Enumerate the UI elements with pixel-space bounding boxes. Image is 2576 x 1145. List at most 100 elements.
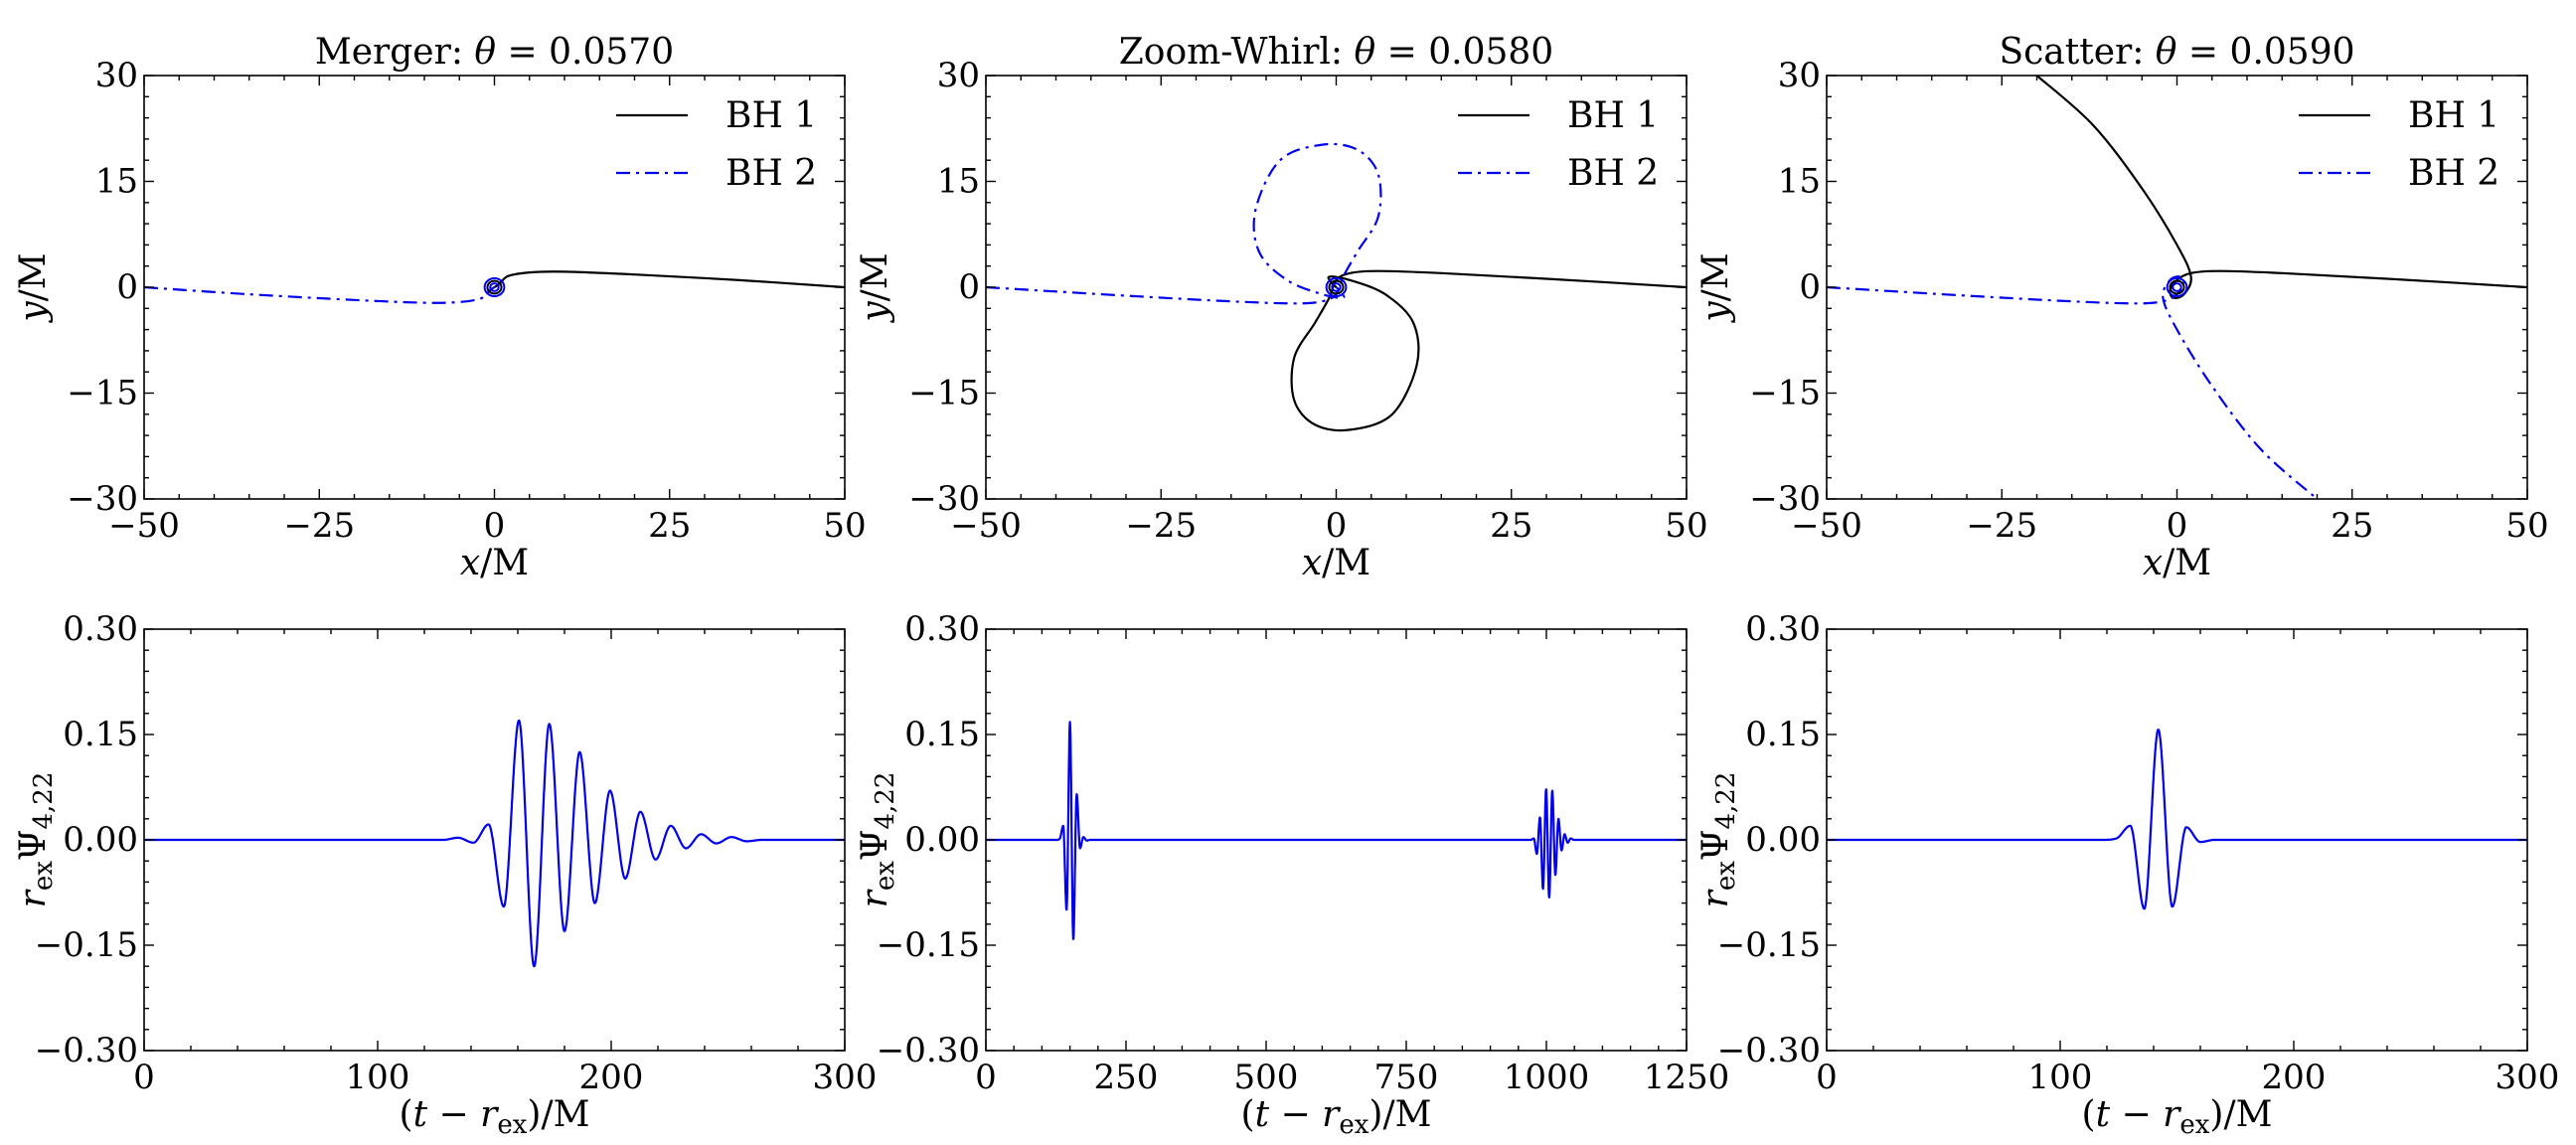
x-tick-label: 50 (1665, 506, 1707, 546)
x-tick-label: 300 (813, 1058, 878, 1097)
panel-bottom-left: 0 100 200 300 −0.30 −0.15 0.00 0.15 0.30 (t − rex… (13, 609, 877, 1140)
x-tick-label: 25 (2331, 506, 2373, 546)
y-axis-label: rexΨ4,22 (1695, 772, 1741, 908)
tick-marks (985, 628, 1688, 1052)
x-axis-label: x/M (1302, 543, 1370, 583)
y-tick-label: −0.30 (877, 1031, 980, 1070)
y-tick-label: 30 (95, 56, 138, 95)
panel-top-right: −50 −25 0 25 50 −30 −15 0 15 30 x/M y/M Scatter: θ =… (1695, 32, 2549, 583)
legend: BH 1 BH 2 (2299, 95, 2499, 194)
y-tick-label: 0.30 (1745, 609, 1821, 649)
panel-title: Zoom-Whirl: θ = 0.0580 (1119, 32, 1553, 73)
inspiral-loop (483, 277, 506, 297)
y-tick-label: 0 (958, 267, 980, 307)
plot-area (1827, 76, 2527, 499)
x-tick-label: 250 (1094, 1058, 1159, 1097)
y-tick-label: 0 (116, 267, 138, 307)
tick-marks (1826, 628, 2528, 1052)
y-tick-label: −30 (908, 479, 980, 519)
y-tick-label: 0.30 (904, 609, 980, 649)
y-axis-label: rexΨ4,22 (855, 772, 900, 908)
x-tick-label: −25 (1966, 506, 2037, 546)
panel-top-left: −50 −25 0 25 50 −30 −15 0 15 30 x/M y/M Merger: θ = … (13, 32, 867, 583)
y-tick-label: −0.15 (1717, 925, 1821, 965)
panel-bottom-right: 0 100 200 300 −0.30 −0.15 0.00 0.15 0.30 (t − rex… (1695, 609, 2559, 1140)
x-tick-label: −25 (1125, 506, 1197, 546)
y-tick-label: 0.30 (63, 609, 138, 649)
inspiral-loop (1328, 279, 1345, 295)
x-tick-label: 0 (133, 1058, 155, 1097)
y-axis-label: y/M (1695, 252, 1736, 323)
x-tick-label: 100 (346, 1058, 410, 1097)
y-tick-label: −15 (908, 374, 980, 413)
inspiral-loop (486, 279, 503, 295)
y-tick-label: −15 (1749, 374, 1821, 413)
legend-label-bh-1: BH 1 (2408, 95, 2499, 136)
x-tick-label: 25 (1490, 506, 1532, 546)
x-tick-label: 0 (1816, 1058, 1838, 1097)
y-tick-label: −30 (67, 479, 138, 519)
x-tick-label: 200 (579, 1058, 644, 1097)
x-tick-label: 500 (1234, 1058, 1299, 1097)
plot-area (144, 719, 845, 968)
y-tick-label: −0.15 (35, 925, 138, 965)
y-tick-label: −15 (67, 374, 138, 413)
y-tick-label: 0.00 (1745, 820, 1821, 860)
panel-top-middle: −50 −25 0 25 50 −30 −15 0 15 30 x/M y/M Zoom-Whirl: … (855, 32, 1708, 583)
x-tick-label: 0 (2167, 506, 2188, 546)
y-tick-label: −0.30 (35, 1031, 138, 1070)
legend-label-bh-2: BH 2 (1567, 153, 1659, 194)
y-tick-label: 0.15 (63, 715, 138, 754)
y-axis-label: y/M (855, 252, 895, 323)
x-axis-label: (t − rex)/M (400, 1094, 590, 1140)
tick-marks (143, 75, 846, 500)
legend: BH 1 BH 2 (1458, 95, 1659, 194)
tick-marks (985, 75, 1688, 500)
panel-title: Scatter: θ = 0.0590 (1999, 32, 2354, 73)
inspiral-loop (1331, 282, 1342, 292)
x-tick-label: 1250 (1644, 1058, 1730, 1097)
inspiral-whorl (483, 277, 506, 297)
y-tick-label: −30 (1749, 479, 1821, 519)
x-tick-label: 50 (2505, 506, 2548, 546)
x-tick-label: −25 (283, 506, 355, 546)
x-tick-label: 0 (975, 1058, 997, 1097)
y-tick-label: 15 (95, 162, 138, 202)
x-tick-label: 300 (2496, 1058, 2560, 1097)
waveform-line (986, 721, 1687, 940)
y-tick-label: 0 (1799, 267, 1821, 307)
panels: −50 −25 0 25 50 −30 −15 0 15 30 x/M y/M Merger: θ = … (13, 32, 2559, 1140)
legend-label-bh-1: BH 1 (1567, 95, 1659, 136)
plot-area (1827, 729, 2527, 910)
tick-marks (143, 628, 846, 1052)
inspiral-loop (2169, 279, 2185, 295)
waveform-line (1827, 729, 2527, 910)
x-tick-label: −50 (1791, 506, 1862, 546)
x-tick-label: 25 (648, 506, 691, 546)
y-tick-label: 0.00 (904, 820, 980, 860)
legend: BH 1 BH 2 (616, 95, 817, 194)
y-tick-label: 0.15 (1745, 715, 1821, 754)
tick-marks (1826, 75, 2528, 500)
y-tick-label: 30 (937, 56, 980, 95)
y-tick-label: 30 (1778, 56, 1821, 95)
x-axis-label: (t − rex)/M (1241, 1094, 1432, 1140)
series-bh-1-trajectory (1290, 269, 1687, 432)
legend-label-bh-2: BH 2 (725, 153, 817, 194)
inspiral-loop (2172, 282, 2182, 292)
x-tick-label: 750 (1374, 1058, 1439, 1097)
y-tick-label: 0.00 (63, 820, 138, 860)
legend-label-bh-1: BH 1 (725, 95, 817, 136)
x-tick-label: 0 (1326, 506, 1348, 546)
y-axis-label: y/M (13, 252, 54, 323)
plot-area (986, 721, 1687, 940)
plot-area (144, 270, 845, 304)
y-tick-label: 15 (1778, 162, 1821, 202)
x-tick-label: −50 (108, 506, 180, 546)
waveform-line (144, 719, 845, 968)
legend-label-bh-2: BH 2 (2408, 153, 2499, 194)
y-axis-label: rexΨ4,22 (13, 772, 59, 908)
panel-bottom-middle: 0 250 500 750 1000 1250 −0.30 −0.15 0.00 0.15 0.30… (855, 609, 1729, 1140)
